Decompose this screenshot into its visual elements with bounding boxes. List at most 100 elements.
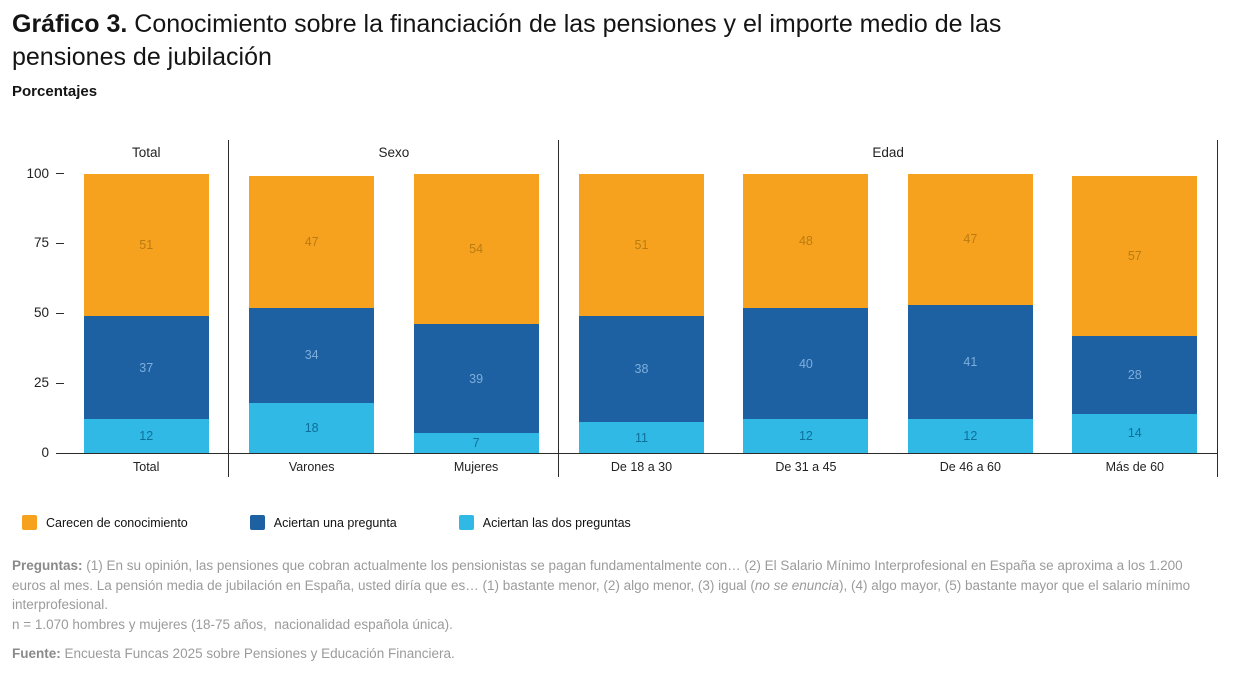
chart-groups: Total 12 37 51 Total Sexo 18 34 47 7 39 54 Varones Mu…	[64, 140, 1218, 477]
bar-segment: 39	[413, 324, 539, 434]
bar-value-label: 54	[469, 242, 484, 257]
chart-group: Total 12 37 51 Total	[64, 140, 230, 477]
bar-segment: 40	[743, 307, 869, 420]
bar-value-label: 40	[798, 356, 813, 371]
bar-value-label: 47	[963, 232, 978, 247]
preguntas-note: Preguntas: (1) En su opinión, las pensio…	[12, 558, 1194, 613]
bar-segment: 11	[579, 422, 704, 453]
stacked-bar: 11 38 51	[579, 168, 704, 453]
category-label: De 18 a 30	[610, 460, 673, 474]
legend-label: Aciertan una pregunta	[273, 515, 397, 530]
group-label: Sexo	[378, 145, 410, 160]
bars-row: 18 34 47 7 39 54	[229, 168, 558, 453]
bar-segment: 47	[249, 176, 375, 308]
stacked-bar: 12 40 48	[743, 168, 869, 453]
bar-segment: 12	[83, 419, 209, 453]
chart-group: Sexo 18 34 47 7 39 54 Varones Mujeres	[229, 140, 560, 477]
bar-segment: 7	[413, 433, 539, 453]
bars-row: 11 38 51 12 40 48 12 41 47 14 28 57	[559, 168, 1217, 453]
bar-segment: 12	[743, 419, 869, 453]
legend-item: Aciertan las dos preguntas	[458, 515, 631, 530]
y-tick-label: 50	[33, 305, 49, 321]
legend-item: Aciertan una pregunta	[249, 515, 397, 530]
bar-segment: 48	[743, 173, 869, 308]
chart-subtitle: Porcentajes	[12, 83, 98, 100]
stacked-bar: 14 28 57	[1072, 168, 1198, 453]
y-axis: 0 25 50 75 100	[12, 165, 64, 460]
legend-item: Carecen de conocimiento	[22, 515, 188, 530]
bar-segment: 37	[83, 316, 209, 420]
bar-segment: 34	[249, 307, 375, 403]
y-tick-label: 25	[33, 375, 49, 391]
bar-value-label: 12	[139, 429, 154, 444]
y-tick-mark	[56, 452, 64, 454]
bar-segment: 38	[579, 316, 704, 423]
legend-swatch	[458, 515, 474, 530]
bar-value-label: 51	[634, 237, 649, 252]
stacked-bar: 7 39 54	[413, 168, 539, 453]
legend-swatch	[249, 515, 265, 530]
stacked-bar-chart: 0 25 50 75 100 Total 12 37 51 Total Sexo 18 34 47 7 39…	[12, 140, 1218, 477]
bar-segment: 51	[83, 173, 209, 317]
legend-swatch	[22, 515, 37, 530]
bar-value-label: 28	[1127, 367, 1142, 382]
category-labels: Total	[64, 453, 228, 477]
category-label: Total	[133, 460, 160, 474]
bar-slot: 12 37 51	[64, 168, 228, 453]
bar-segment: 47	[907, 173, 1033, 305]
chart-title-text: Conocimiento sobre la financiación de la…	[12, 10, 1002, 71]
bars-row: 12 37 51	[64, 168, 228, 453]
bar-slot: 12 40 48	[724, 168, 888, 453]
bar-value-label: 51	[139, 237, 154, 252]
stacked-bar: 18 34 47	[249, 168, 375, 453]
category-label: Varones	[288, 460, 335, 474]
bar-value-label: 39	[469, 371, 484, 386]
bar-slot: 18 34 47	[229, 168, 393, 453]
chart-title-label: Gráfico 3.	[12, 10, 128, 38]
y-tick-label: 0	[41, 445, 49, 460]
fuente-label: Fuente:	[12, 645, 61, 661]
y-tick-mark	[56, 173, 64, 175]
bar-value-label: 38	[634, 362, 649, 377]
bar-segment: 41	[907, 304, 1033, 420]
bar-value-label: 48	[798, 233, 813, 248]
bar-segment: 57	[1072, 176, 1198, 336]
preguntas-italic: no se enuncia	[754, 577, 839, 593]
bar-segment: 54	[413, 173, 539, 325]
x-axis-line	[64, 453, 1218, 454]
bar-segment: 18	[249, 402, 375, 453]
y-tick-mark	[56, 382, 64, 384]
bar-segment: 14	[1072, 413, 1198, 453]
category-labels: Varones Mujeres	[229, 453, 558, 477]
fuente-note: Fuente: Encuesta Funcas 2025 sobre Pensi…	[12, 645, 455, 661]
stacked-bar: 12 41 47	[907, 168, 1033, 453]
y-tick-mark	[56, 312, 64, 314]
chart-group: Edad 11 38 51 12 40 48 12 41 47 14 28 57 De 18 a 30 De…	[559, 140, 1218, 477]
bar-value-label: 57	[1127, 249, 1142, 264]
bar-value-label: 7	[472, 436, 480, 451]
bar-value-label: 12	[963, 429, 978, 444]
bar-slot: 14 28 57	[1053, 168, 1217, 453]
bar-segment: 51	[579, 173, 704, 317]
bar-value-label: 34	[304, 348, 319, 363]
bar-slot: 12 41 47	[888, 168, 1052, 453]
bar-slot: 7 39 54	[394, 168, 558, 453]
group-label: Total	[131, 145, 161, 160]
legend: Carecen de conocimiento Aciertan una preg…	[22, 515, 1218, 530]
legend-label: Carecen de conocimiento	[46, 515, 188, 530]
bar-value-label: 18	[304, 420, 319, 435]
preguntas-label: Preguntas:	[12, 558, 83, 573]
bar-segment: 12	[907, 419, 1033, 453]
category-labels: De 18 a 30 De 31 a 45 De 46 a 60 Más de 60	[559, 453, 1217, 477]
category-label: Más de 60	[1105, 460, 1164, 474]
y-tick-label: 75	[33, 235, 49, 251]
stacked-bar: 12 37 51	[83, 168, 209, 453]
category-label: De 31 a 45	[775, 460, 837, 474]
y-tick-label: 100	[26, 165, 49, 181]
bar-value-label: 11	[635, 430, 648, 445]
legend-label: Aciertan las dos preguntas	[482, 515, 631, 530]
bar-value-label: 37	[139, 360, 154, 375]
notes: Preguntas: (1) En su opinión, las pensio…	[12, 556, 1216, 664]
bar-value-label: 47	[304, 235, 319, 250]
